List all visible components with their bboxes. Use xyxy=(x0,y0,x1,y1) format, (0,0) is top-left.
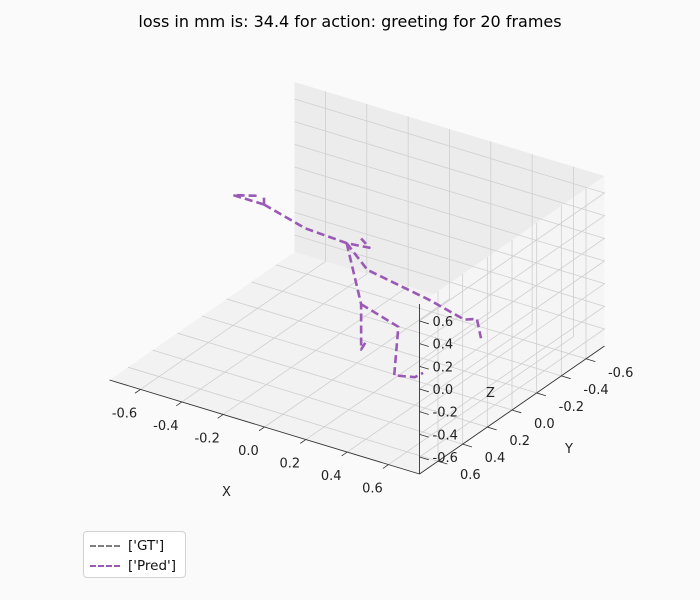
y-axis-label: Y xyxy=(564,442,573,457)
series-line-pred xyxy=(360,303,424,379)
z-tick-mark xyxy=(419,456,429,461)
z-tick-label: 0.6 xyxy=(433,315,454,330)
x-tick-mark xyxy=(176,401,183,407)
grid-line-x xyxy=(264,129,450,428)
x-tick-mark xyxy=(300,439,307,444)
legend-swatch-pred xyxy=(90,565,120,567)
y-tick-mark xyxy=(561,375,571,380)
y-tick-label: 0.6 xyxy=(460,468,481,483)
x-tick-mark xyxy=(341,451,348,457)
y-tick-label: 0.0 xyxy=(534,417,555,432)
x-tick-label: 0.6 xyxy=(362,482,383,497)
data-series xyxy=(231,193,483,379)
legend-swatch-gt xyxy=(90,545,120,547)
grid-line-z xyxy=(294,121,606,344)
y-tick-label: -0.2 xyxy=(559,400,584,415)
x-tick-mark xyxy=(382,464,389,469)
grid-line-z xyxy=(294,189,606,412)
x-tick-label: -0.2 xyxy=(194,431,219,446)
y-tick-mark xyxy=(462,443,473,448)
grid-line-z xyxy=(294,143,606,367)
x-tick-mark xyxy=(217,414,224,419)
y-tick-mark xyxy=(487,426,497,431)
chart-title: loss in mm is: 34.4 for action: greeting… xyxy=(138,12,562,31)
y-tick-label: 0.2 xyxy=(509,434,530,449)
z-tick-label: -0.2 xyxy=(433,406,458,421)
x-tick-mark xyxy=(134,389,141,394)
series-line-pred xyxy=(345,242,367,351)
x-axis-label: X xyxy=(222,485,231,500)
z-tick-label: 0.4 xyxy=(433,338,454,353)
x-tick-label: -0.4 xyxy=(153,419,178,434)
x-tick-label: 0.4 xyxy=(321,469,342,484)
z-tick-label: -0.6 xyxy=(433,451,458,466)
legend-label-pred: ['Pred'] xyxy=(128,558,176,574)
x-tick-label: 0.2 xyxy=(279,457,300,472)
y-tick-mark xyxy=(536,392,547,397)
grid-line-z xyxy=(294,98,606,322)
legend-label-gt: ['GT'] xyxy=(128,538,165,554)
grid-line-x xyxy=(346,154,533,453)
series-line-pred xyxy=(231,193,265,206)
z-tick-label: 0.0 xyxy=(433,383,454,398)
grid-line-z xyxy=(294,166,606,390)
grid-line-x xyxy=(181,103,368,403)
grid-line-z xyxy=(294,211,606,435)
y-tick-label: -0.4 xyxy=(583,383,608,398)
z-tick-mark xyxy=(419,320,429,325)
legend-item-gt: ['GT'] xyxy=(84,536,185,556)
y-tick-label: 0.4 xyxy=(485,451,506,466)
legend: ['GT'] ['Pred'] xyxy=(83,531,186,578)
tick-labels: -0.6-0.6-0.6-0.4-0.4-0.4-0.2-0.2-0.20.00… xyxy=(112,315,634,500)
z-tick-label: 0.2 xyxy=(433,360,454,375)
y-tick-mark xyxy=(511,409,522,414)
z-tick-label: -0.4 xyxy=(433,428,458,443)
z-tick-mark xyxy=(419,343,429,347)
z-tick-mark xyxy=(419,365,429,370)
y-tick-mark xyxy=(585,358,596,363)
z-axis-label: Z xyxy=(486,386,495,401)
z-tick-mark xyxy=(419,411,429,415)
z-tick-mark xyxy=(419,433,429,438)
x-tick-label: -0.6 xyxy=(112,406,137,421)
y-axis-line xyxy=(419,345,605,475)
grid-line-x xyxy=(140,91,326,390)
axis-lines xyxy=(109,304,605,475)
y-tick-mark xyxy=(437,460,448,465)
y-tick-label: -0.6 xyxy=(608,366,633,381)
series-line-pred xyxy=(345,242,483,339)
grid-line-x xyxy=(388,166,574,465)
grid-line-z xyxy=(294,234,606,458)
legend-item-pred: ['Pred'] xyxy=(84,556,185,576)
x-tick-label: 0.0 xyxy=(238,444,259,459)
x-tick-mark xyxy=(258,426,265,432)
grid-line-x xyxy=(222,116,409,415)
z-tick-mark xyxy=(419,388,429,393)
grid-line-x xyxy=(305,141,492,440)
